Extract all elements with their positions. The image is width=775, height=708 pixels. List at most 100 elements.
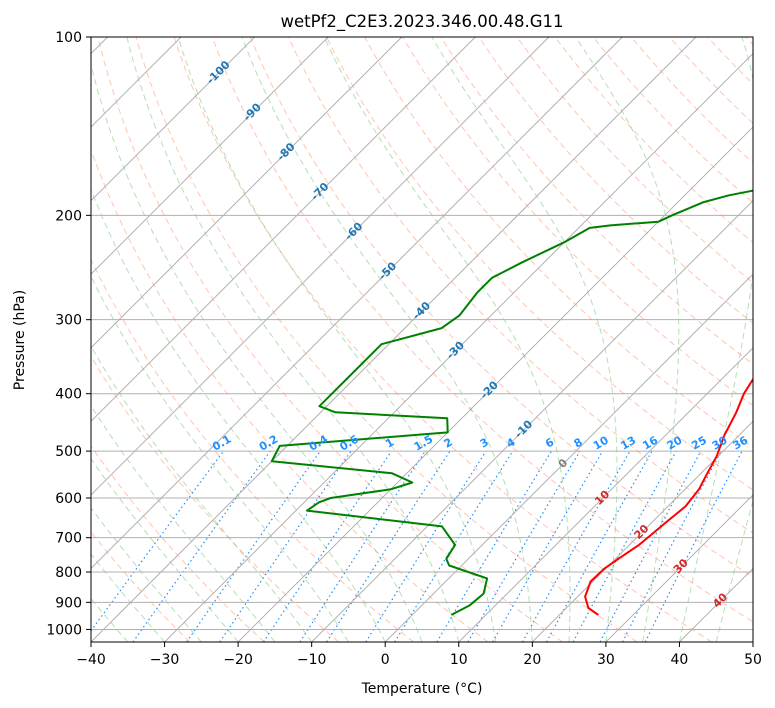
y-tick-label: 100 bbox=[55, 30, 82, 46]
moist-adiabat bbox=[91, 188, 386, 642]
x-tick-label: 40 bbox=[671, 652, 689, 668]
mixing-ratio-label: 0.6 bbox=[338, 432, 362, 453]
mixing-ratio-line bbox=[326, 450, 451, 642]
moist-adiabat bbox=[241, 37, 533, 642]
isotherm-label: -100 bbox=[204, 58, 233, 87]
isotherm-line bbox=[605, 494, 753, 642]
mixing-ratio-line bbox=[132, 450, 271, 642]
y-tick-label: 300 bbox=[55, 313, 82, 329]
mixing-ratio-label: 0.1 bbox=[210, 433, 233, 454]
mixing-ratio-label: 1 bbox=[383, 436, 396, 451]
dry-adiabat bbox=[97, 37, 563, 642]
moist-adiabat bbox=[91, 507, 202, 642]
x-tick-label: −10 bbox=[297, 652, 327, 668]
isotherm-line bbox=[91, 37, 623, 570]
y-tick-label: 800 bbox=[55, 565, 82, 581]
mixing-ratio-line bbox=[219, 450, 352, 642]
moist-adiabat bbox=[575, 37, 680, 642]
isotherm-label: -10 bbox=[512, 417, 535, 440]
moist-adiabat bbox=[678, 37, 753, 642]
moist-adiabat bbox=[715, 498, 753, 642]
dry-adiabat bbox=[287, 37, 753, 534]
x-axis-label: Temperature (°C) bbox=[361, 681, 483, 697]
dry-adiabat bbox=[173, 37, 713, 642]
dry-adiabat bbox=[91, 148, 489, 642]
isotherm-line bbox=[91, 37, 697, 642]
moist-adiabat bbox=[91, 597, 129, 642]
isotherm-line bbox=[311, 199, 753, 642]
y-tick-label: 600 bbox=[55, 491, 82, 507]
isotherm-line bbox=[531, 420, 753, 642]
isotherm-gridlines bbox=[91, 37, 753, 642]
moist-adiabats bbox=[91, 37, 753, 642]
dry-adiabat bbox=[516, 37, 753, 284]
isotherm-label: 10 bbox=[592, 488, 612, 508]
moist-adiabat bbox=[91, 457, 239, 642]
mixing-ratio-label: 0.4 bbox=[307, 432, 331, 453]
dry-adiabats bbox=[91, 37, 753, 642]
moist-adiabat bbox=[431, 37, 618, 642]
plot-frame bbox=[90, 36, 754, 643]
isotherm-line bbox=[679, 567, 753, 642]
mixing-ratio-line bbox=[644, 450, 743, 642]
isotherm-line bbox=[91, 37, 256, 202]
mixing-ratio-line bbox=[186, 450, 321, 642]
isotherm-label: 0 bbox=[556, 456, 571, 471]
moist-adiabat bbox=[91, 62, 423, 642]
mixing-ratio-label: 25 bbox=[689, 434, 709, 453]
isotherm-line bbox=[752, 641, 753, 642]
x-tick-label: −40 bbox=[76, 652, 106, 668]
mixing-ratio-line bbox=[91, 450, 224, 632]
isotherm-line bbox=[91, 37, 476, 423]
mixing-ratio-label: 30 bbox=[710, 433, 730, 452]
isotherm-line bbox=[91, 37, 329, 275]
isotherm-line bbox=[384, 273, 753, 642]
isotherm-label: 30 bbox=[671, 556, 691, 576]
y-tick-label: 700 bbox=[55, 531, 82, 547]
dry-adiabat bbox=[91, 258, 414, 642]
isotherm-line bbox=[458, 347, 753, 642]
dry-adiabat bbox=[669, 37, 753, 125]
y-tick-label: 500 bbox=[55, 444, 82, 460]
x-tick-label: 30 bbox=[597, 652, 615, 668]
moist-adiabat bbox=[177, 37, 497, 642]
y-tick-label: 900 bbox=[55, 595, 82, 611]
dry-adiabat bbox=[91, 355, 340, 642]
x-tick-label: 0 bbox=[381, 652, 390, 668]
mixing-ratio-label: 16 bbox=[640, 433, 660, 452]
moist-adiabat bbox=[91, 553, 165, 642]
dry-adiabat bbox=[592, 37, 753, 204]
mixing-ratio-line bbox=[365, 450, 487, 642]
y-tick-label: 400 bbox=[55, 387, 82, 403]
moist-adiabat bbox=[323, 37, 571, 642]
mixing-ratio-line bbox=[262, 450, 392, 642]
mixing-ratio-line bbox=[599, 450, 702, 642]
mixing-ratio-line bbox=[436, 450, 553, 642]
mixing-ratio-label: 20 bbox=[665, 433, 685, 452]
moist-adiabat bbox=[126, 37, 460, 642]
x-tick-label: 50 bbox=[744, 652, 762, 668]
dry-adiabat bbox=[554, 37, 753, 244]
dry-adiabat bbox=[440, 37, 753, 365]
isotherm-line bbox=[91, 37, 550, 496]
mixing-ratio-label: 6 bbox=[543, 435, 556, 450]
isotherm-label: -30 bbox=[444, 339, 467, 362]
y-tick-label: 200 bbox=[55, 208, 82, 224]
dry-adiabat bbox=[745, 37, 753, 46]
chart-title: wetPf2_C2E3.2023.346.00.48.G11 bbox=[280, 12, 563, 32]
y-axis-ticks: 100 200 300 400 500 600 700 800 900 1000 bbox=[46, 30, 91, 638]
dry-adiabat bbox=[478, 37, 753, 324]
mixing-ratio-labels: 0.1 0.2 0.4 0.6 1 1.5 2 3 4 6 8 10 13 16 20 25 30 36 bbox=[210, 432, 750, 453]
isotherm-line bbox=[91, 37, 403, 349]
mixing-ratio-label: 10 bbox=[591, 433, 611, 452]
mixing-ratio-lines bbox=[91, 450, 743, 642]
mixing-ratio-label: 13 bbox=[618, 434, 638, 453]
dry-adiabat bbox=[91, 445, 265, 642]
profile-lines bbox=[270, 189, 753, 616]
mixing-ratio-line bbox=[467, 450, 581, 642]
y-tick-label: 1000 bbox=[46, 622, 82, 638]
moist-adiabat bbox=[91, 404, 276, 642]
mixing-ratio-label: 36 bbox=[730, 433, 750, 452]
